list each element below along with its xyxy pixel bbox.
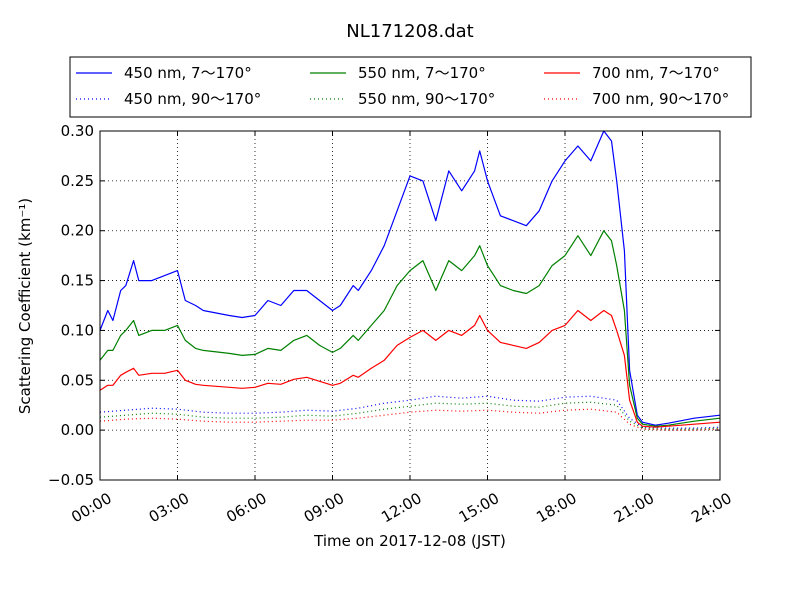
x-axis-label: Time on 2017-12-08 (JST) (313, 532, 506, 550)
y-tick-label: 0.00 (61, 421, 94, 439)
y-tick-label: −0.05 (48, 471, 94, 489)
series-line-0 (99, 130, 721, 426)
legend-frame (69, 56, 752, 118)
legend: 450 nm, 7～170° 550 nm, 7～170° 700 nm, 7～17… (69, 56, 752, 118)
legend-label-5: 700 nm, 90～170° (592, 90, 729, 108)
y-tick-label: 0.05 (61, 371, 94, 389)
legend-label-3: 450 nm, 90～170° (124, 90, 261, 108)
series-line-2 (99, 309, 721, 428)
series-line-5 (99, 408, 721, 431)
y-axis: −0.05 0.00 0.05 0.10 0.15 0.20 0.25 0.30 (48, 122, 720, 489)
series-line-1 (99, 230, 721, 427)
series-layer (99, 130, 721, 431)
y-tick-label: 0.20 (61, 222, 94, 240)
y-tick-label: 0.25 (61, 172, 94, 190)
legend-label-0: 450 nm, 7～170° (124, 64, 252, 82)
legend-label-1: 550 nm, 7～170° (358, 64, 486, 82)
legend-label-4: 550 nm, 90～170° (358, 90, 495, 108)
y-tick-label: 0.30 (61, 122, 94, 140)
y-tick-label: 0.10 (61, 321, 94, 339)
series-line-4 (99, 401, 721, 430)
legend-label-2: 700 nm, 7～170° (592, 64, 720, 82)
series-line-3 (99, 395, 721, 429)
y-axis-label: Scattering Coefficient (km⁻¹) (16, 198, 34, 414)
y-tick-label: 0.15 (61, 272, 94, 290)
chart-title: NL171208.dat (346, 21, 473, 42)
